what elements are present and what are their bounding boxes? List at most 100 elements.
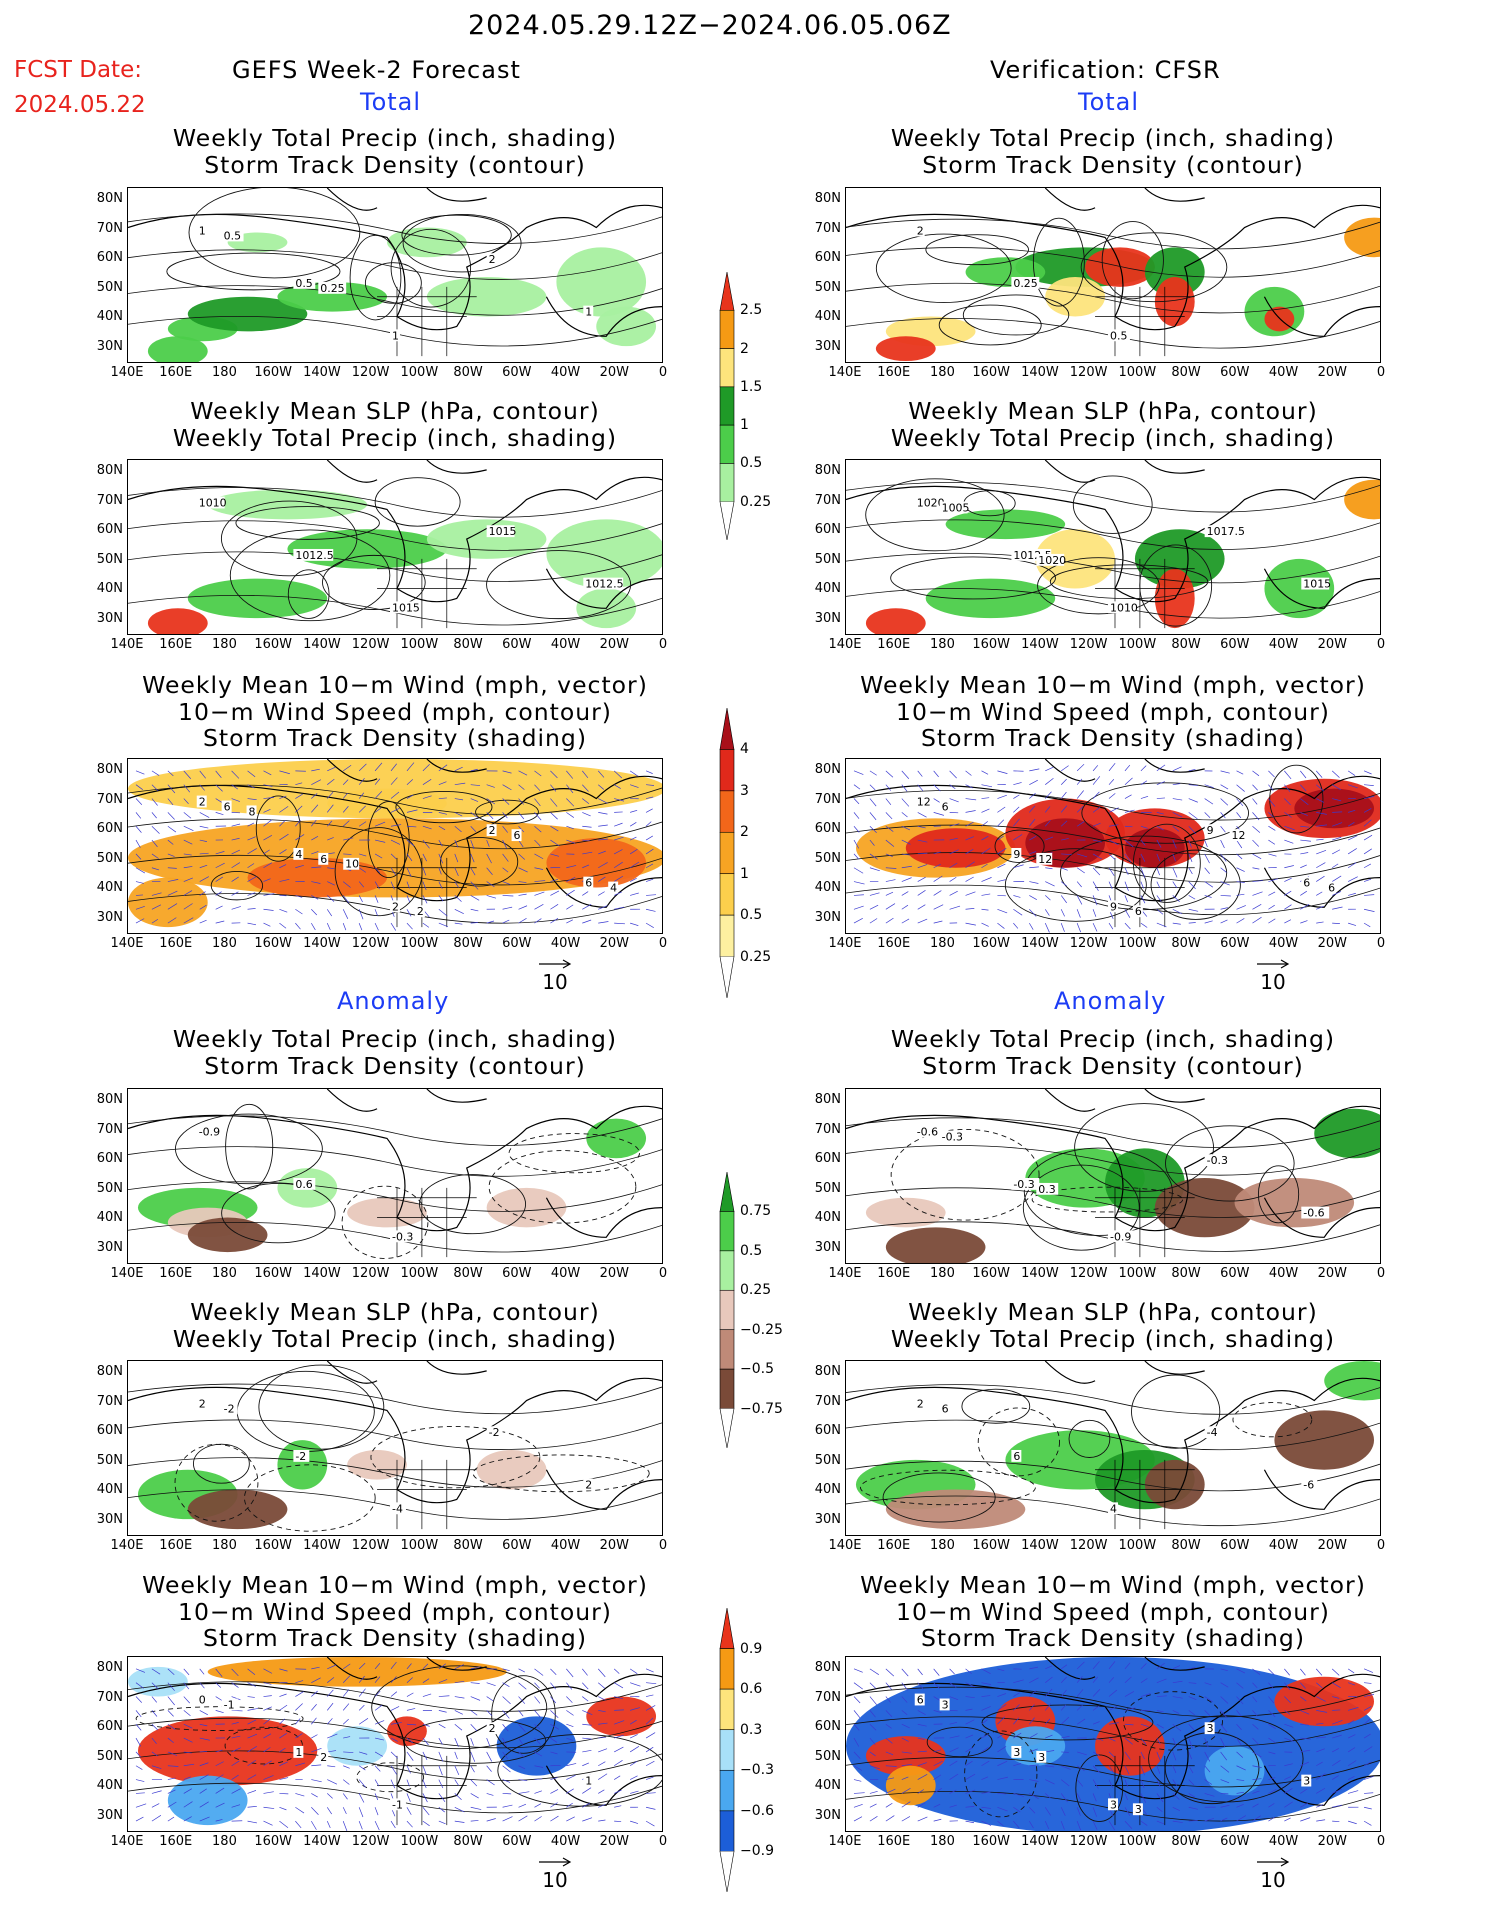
wind-vector (406, 1751, 414, 1761)
wind-vector (645, 1668, 654, 1673)
wind-vector (1188, 1820, 1198, 1822)
wind-vector (1284, 1763, 1293, 1767)
contour-label: 12 (1038, 853, 1052, 866)
latitude-tick-label: 60N (96, 250, 123, 265)
contour-line (128, 1750, 662, 1781)
wind-vector (1044, 909, 1050, 916)
contour-line (334, 827, 423, 917)
political-boundaries (1095, 1755, 1195, 1826)
wind-vector (1300, 839, 1311, 842)
wind-vector (550, 1696, 557, 1704)
longitude-tick-label: 180 (930, 1538, 955, 1553)
wind-vector (1188, 1737, 1193, 1749)
wind-vector (183, 770, 192, 779)
wind-vector (1092, 791, 1100, 799)
wind-vector (454, 766, 463, 772)
wind-vector (997, 1716, 1006, 1725)
wind-vector (1220, 784, 1229, 790)
wind-vector (1364, 1792, 1374, 1794)
wind-vector (629, 1719, 637, 1725)
contour-line (846, 481, 1380, 513)
contour-label: -0.3 (942, 1130, 963, 1143)
latitude-tick-label: 40N (96, 309, 123, 324)
contour-line (401, 214, 512, 256)
wind-vector (342, 895, 350, 904)
wind-vector (1268, 1696, 1275, 1704)
longitude-tick-label: 120W (351, 1538, 390, 1553)
contour-label-bg (196, 1693, 207, 1706)
wind-vector (215, 1710, 224, 1714)
panel-title-line: Weekly Mean SLP (hPa, contour) (190, 1298, 600, 1326)
wind-vector (1236, 839, 1243, 849)
wind-vector (231, 906, 241, 910)
wind-vector (1300, 1696, 1307, 1702)
wind-vector (1284, 877, 1292, 882)
contour-line (926, 1726, 993, 1758)
shading-region (347, 1449, 407, 1480)
contour-label-bg (390, 329, 400, 342)
wind-vector (470, 1779, 478, 1787)
latitude-tick-label: 40N (814, 309, 841, 324)
wind-vector (1348, 922, 1357, 926)
wind-vector (295, 1793, 305, 1797)
wind-vector (167, 1710, 174, 1717)
wind-vector (965, 891, 976, 896)
contour-label-bg (1132, 905, 1143, 918)
wind-vector (183, 1776, 191, 1780)
wind-vector (933, 1682, 941, 1689)
wind-vector (614, 1709, 624, 1711)
wind-vector (247, 1820, 258, 1824)
contour-label-bg (939, 1130, 968, 1143)
wind-vector (645, 1776, 654, 1780)
latitude-tick-label: 80N (814, 1364, 841, 1379)
wind-vector (167, 1682, 175, 1691)
shading-region (277, 1440, 328, 1490)
longitude-tick-label: 20W (1317, 637, 1347, 652)
wind-vector (1284, 1668, 1290, 1676)
wind-vector (1029, 1764, 1039, 1767)
contour-label: 6 (1303, 877, 1310, 890)
wind-vector (406, 853, 413, 862)
wind-vector (502, 919, 510, 924)
wind-vector (1268, 812, 1274, 818)
contour-label-bg (1326, 881, 1337, 894)
wind-vector (454, 1723, 463, 1731)
wind-vector (645, 1732, 656, 1739)
shading-region (546, 838, 647, 888)
wind-vector (645, 922, 654, 928)
reference-vector-label: 10 (542, 970, 568, 994)
wind-vector (1060, 820, 1068, 827)
colorbar-segment (719, 1810, 735, 1852)
wind-vector (582, 1749, 592, 1753)
longitude-tick-label: 40W (1268, 1834, 1299, 1849)
wind-vector (311, 909, 318, 916)
wind-vector (645, 1717, 654, 1725)
wind-vector (422, 853, 427, 862)
wind-vector (566, 919, 573, 924)
wind-vector (1363, 808, 1372, 813)
contour-label-bg (1108, 329, 1130, 342)
wind-vector (917, 1802, 926, 1808)
wind-vector (1204, 1779, 1213, 1785)
latitude-tick-label: 60N (814, 821, 841, 836)
contour-line (846, 1716, 1380, 1747)
wind-vector (422, 1723, 430, 1727)
wind-vector (295, 1680, 304, 1684)
wind-vector (550, 825, 559, 832)
longitude-tick-label: 120W (1069, 936, 1108, 951)
wind-vector (199, 1682, 205, 1689)
wind-vector (901, 1737, 909, 1742)
wind-vector (1363, 863, 1372, 869)
wind-vector (342, 922, 347, 931)
wind-vector (279, 1761, 288, 1767)
wind-vector (933, 1749, 941, 1753)
wind-vector (981, 863, 988, 869)
wind-vector (438, 1765, 443, 1776)
colorbar-label: 0.5 (740, 455, 763, 472)
wind-vector (598, 921, 609, 924)
colorbar-label: 4 (740, 741, 749, 758)
wind-vector (183, 890, 193, 896)
wind-vector (1363, 848, 1372, 855)
contour-label: 2 (489, 824, 496, 837)
wind-vector (1332, 1734, 1342, 1739)
